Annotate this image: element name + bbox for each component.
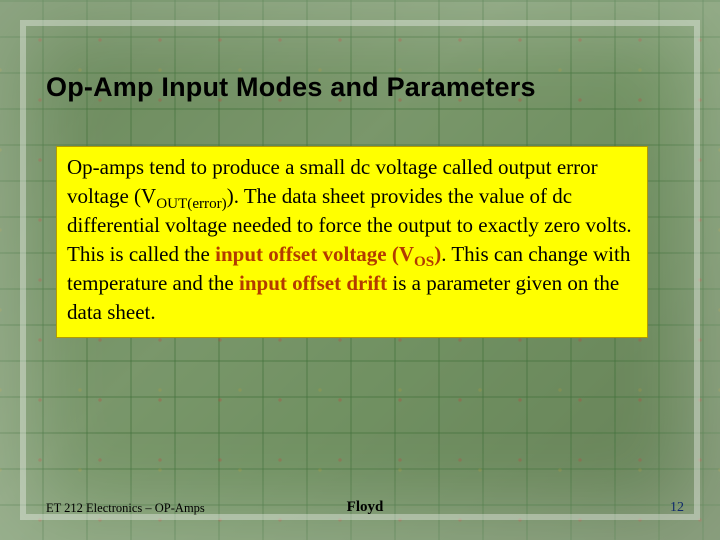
slide-title: Op-Amp Input Modes and Parameters (46, 72, 674, 103)
footer-center-text: Floyd (46, 499, 684, 516)
slide: Op-Amp Input Modes and Parameters Op-amp… (0, 0, 720, 540)
body-text-box: Op-amps tend to produce a small dc volta… (56, 146, 648, 338)
highlight-term: input offset drift (239, 271, 387, 295)
highlight-term: input offset voltage (VOS) (215, 242, 441, 266)
slide-footer: ET 212 Electronics – OP-Amps Floyd 12 (46, 500, 684, 516)
subscript: OS (414, 254, 434, 270)
highlight-text: input offset voltage (V (215, 242, 414, 266)
subscript: OUT(error) (156, 196, 226, 212)
page-number: 12 (670, 500, 684, 516)
